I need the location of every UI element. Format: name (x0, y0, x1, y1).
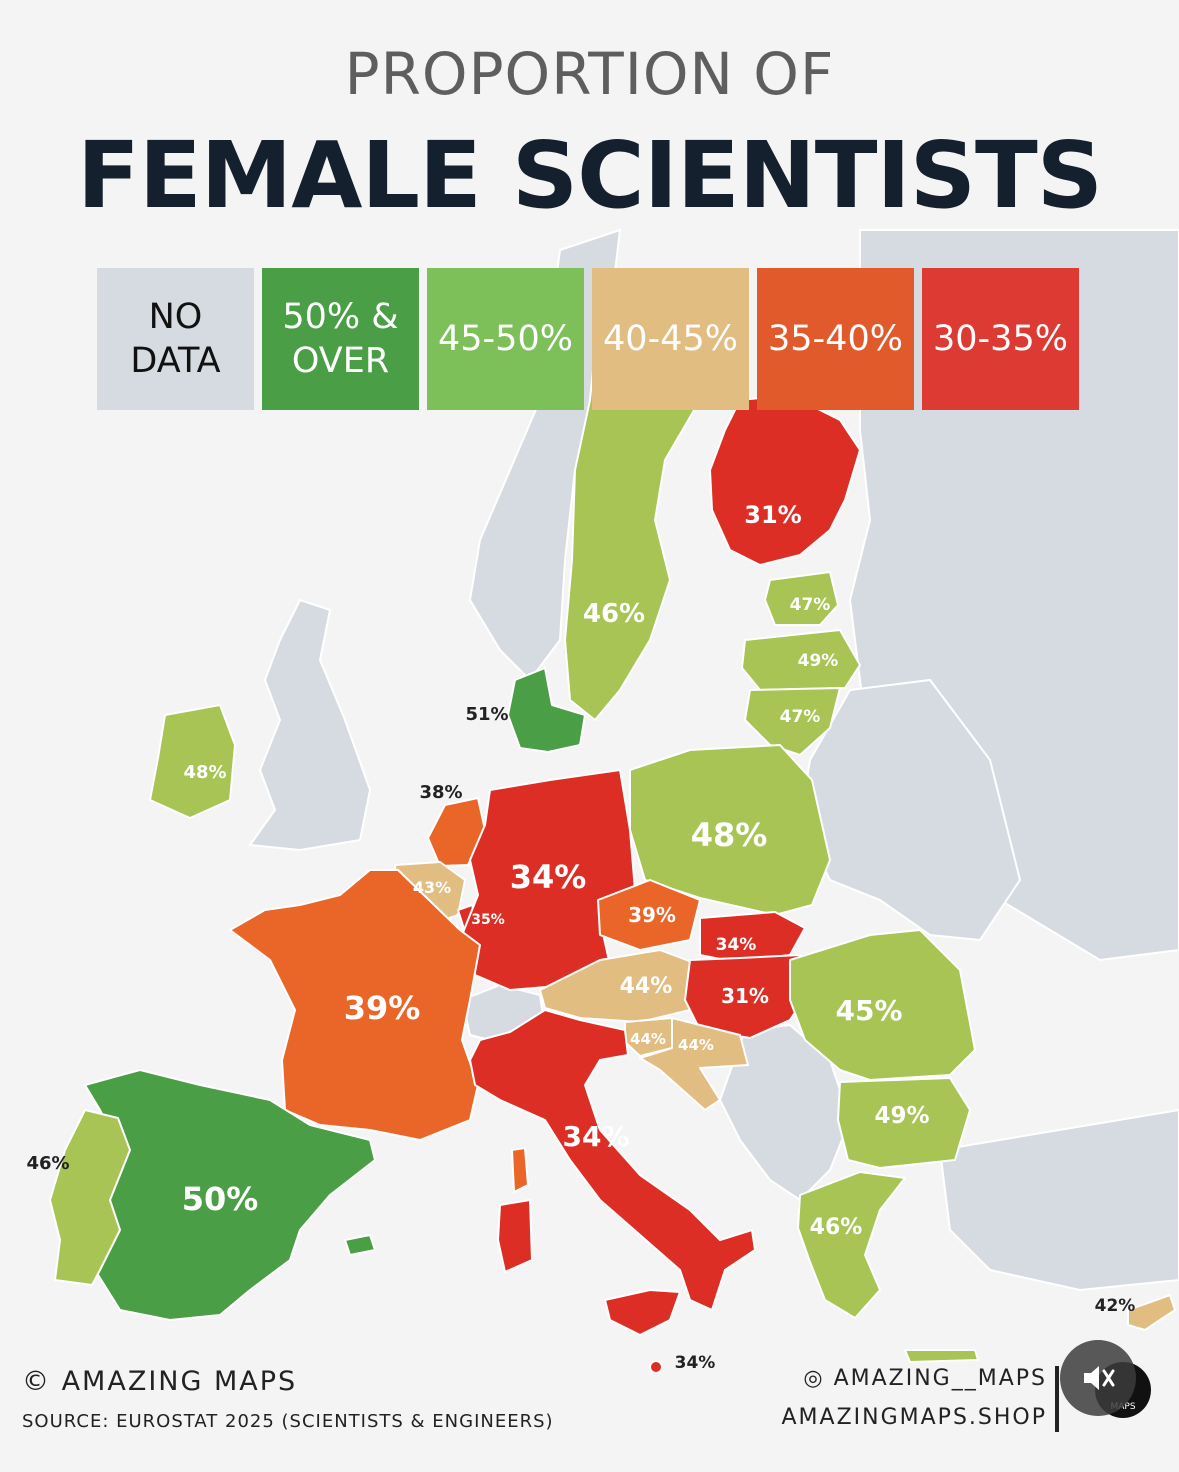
country-hungary (684, 954, 821, 1039)
footer-divider (1055, 1366, 1059, 1432)
label-austria: 44% (620, 974, 673, 999)
label-luxembourg: 35% (471, 912, 505, 928)
country-italy-sardinia (497, 1199, 533, 1273)
label-italy: 34% (562, 1120, 629, 1153)
instagram-handle-text: AMAZING__MAPS (833, 1366, 1047, 1391)
label-belgium: 43% (413, 878, 451, 897)
legend-item-30-35: 30-35% (922, 268, 1079, 410)
label-ireland: 48% (183, 762, 226, 783)
label-cyprus: 42% (1095, 1296, 1136, 1316)
country-czechia (597, 879, 701, 951)
label-latvia: 49% (798, 651, 839, 671)
country-finland (709, 394, 861, 566)
country-romania (789, 929, 976, 1081)
label-germany: 34% (510, 858, 587, 896)
country-greece (797, 1171, 906, 1319)
label-bulgaria: 49% (874, 1103, 929, 1129)
label-hungary: 31% (721, 984, 769, 1008)
label-slovakia: 34% (716, 935, 757, 955)
legend-item-40-45: 40-45% (592, 268, 749, 410)
label-estonia: 47% (790, 595, 831, 615)
country-lithuania (744, 687, 841, 756)
label-poland: 48% (691, 816, 768, 854)
mute-button[interactable] (1060, 1340, 1136, 1416)
country-spain-balearics (344, 1234, 376, 1256)
instagram-handle[interactable]: ◎ AMAZING__MAPS (782, 1366, 1048, 1391)
label-france: 39% (344, 989, 421, 1027)
label-slovenia: 44% (630, 1030, 666, 1048)
label-sweden: 46% (583, 599, 645, 629)
legend-item-no-data: NO DATA (97, 268, 254, 410)
source-text: SOURCE: EUROSTAT 2025 (SCIENTISTS & ENGI… (22, 1411, 554, 1432)
label-portugal: 46% (26, 1153, 69, 1174)
label-croatia: 44% (678, 1036, 714, 1054)
country-croatia (639, 1017, 749, 1111)
country-labels: 31% 46% 47% 49% 47% 51% 48% 38% 43% 35% … (26, 501, 1135, 1373)
label-greece: 46% (810, 1215, 863, 1240)
country-poland (629, 744, 831, 916)
label-lithuania: 47% (780, 707, 821, 727)
country-netherlands (427, 797, 486, 867)
label-spain: 50% (182, 1180, 259, 1218)
country-bulgaria (837, 1077, 971, 1169)
label-finland: 31% (744, 501, 801, 529)
country-portugal (49, 1109, 131, 1286)
country-france-corsica (511, 1147, 529, 1193)
country-cyprus (1127, 1294, 1176, 1331)
country-france (229, 869, 481, 1141)
footer-social: ◎ AMAZING__MAPS AMAZINGMAPS.SHOP (782, 1366, 1048, 1430)
instagram-icon: ◎ (803, 1366, 834, 1391)
country-malta (649, 1360, 663, 1374)
no-data-land (248, 228, 1179, 1292)
label-czechia: 39% (628, 903, 676, 927)
brand-logo-text: MAPS (1110, 1402, 1136, 1412)
label-denmark: 51% (465, 704, 508, 725)
legend-item-45-50: 45-50% (427, 268, 584, 410)
copyright-text: © AMAZING MAPS (22, 1366, 298, 1397)
country-denmark (507, 667, 586, 753)
legend-item-35-40: 35-40% (757, 268, 914, 410)
speaker-muted-icon (1084, 1366, 1115, 1390)
country-latvia (741, 629, 861, 691)
country-estonia (764, 571, 839, 626)
footer-credits: © AMAZING MAPS SOURCE: EUROSTAT 2025 (SC… (22, 1366, 554, 1432)
label-romania: 45% (835, 994, 902, 1027)
country-italy (469, 1009, 756, 1311)
label-malta: 34% (675, 1353, 716, 1373)
label-netherlands: 38% (419, 782, 462, 803)
legend-item-50-over: 50% & OVER (262, 268, 419, 410)
country-greece-crete (904, 1349, 979, 1363)
country-ireland (149, 704, 236, 819)
country-italy-sicily (604, 1289, 681, 1336)
shop-link[interactable]: AMAZINGMAPS.SHOP (781, 1405, 1047, 1430)
legend: NO DATA 50% & OVER 45-50% 40-45% 35-40% … (97, 268, 1079, 410)
title-line-2: FEMALE SCIENTISTS (76, 122, 1103, 229)
title-line-1: PROPORTION OF (344, 40, 835, 108)
